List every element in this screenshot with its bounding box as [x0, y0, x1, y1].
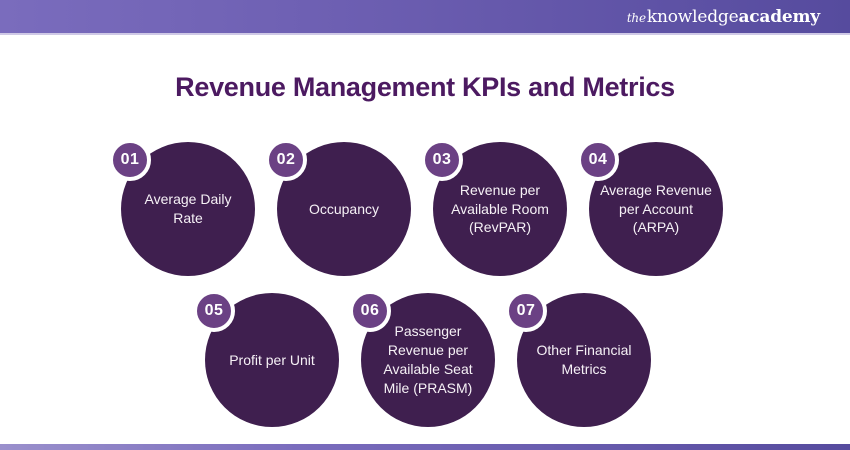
kpi-circle: 04 Average Revenue per Account (ARPA) — [577, 139, 723, 276]
kpi-number-badge: 04 — [577, 139, 619, 181]
kpi-number: 06 — [360, 302, 380, 319]
kpi-label: Profit per Unit — [229, 351, 315, 368]
kpi-circle: 05 Profit per Unit — [193, 290, 339, 427]
kpi-number-badge: 05 — [193, 290, 235, 332]
kpi-number: 02 — [276, 151, 296, 168]
kpi-number-badge: 02 — [265, 139, 307, 181]
footer-bar — [0, 444, 850, 450]
page-title: Revenue Management KPIs and Metrics — [175, 72, 675, 102]
kpi-number-badge: 01 — [109, 139, 151, 181]
kpi-circle: 07 Other Financial Metrics — [505, 290, 651, 427]
kpi-number: 05 — [204, 302, 224, 319]
kpi-label: Average Revenue per Account (ARPA) — [600, 181, 712, 236]
kpi-label: Revenue per Available Room (RevPAR) — [451, 181, 549, 236]
header-bar: theknowledgeacademy — [0, 0, 850, 35]
kpi-number: 04 — [588, 151, 608, 168]
kpi-number: 07 — [516, 302, 536, 319]
kpi-number-badge: 06 — [349, 290, 391, 332]
kpi-label: Passenger Revenue per Available Seat Mil… — [383, 323, 473, 396]
logo-the: the — [626, 10, 646, 25]
logo-knowledge: knowledge — [646, 6, 739, 27]
logo-academy: academy — [738, 6, 820, 27]
kpi-number-badge: 03 — [421, 139, 463, 181]
kpi-label: Occupancy — [308, 200, 380, 217]
kpi-circle: 01 Average Daily Rate — [109, 139, 255, 276]
kpi-number-badge: 07 — [505, 290, 547, 332]
brand-logo: theknowledgeacademy — [627, 7, 820, 27]
kpi-circle: 06 Passenger Revenue per Available Seat … — [349, 290, 495, 427]
kpi-circle: 02 Occupancy — [265, 139, 411, 276]
kpi-label: Other Financial Metrics — [536, 342, 632, 377]
kpi-label: Average Daily Rate — [144, 191, 232, 226]
kpi-circle: 03 Revenue per Available Room (RevPAR) — [421, 139, 567, 276]
kpi-number: 01 — [120, 151, 140, 168]
kpi-number: 03 — [432, 151, 452, 168]
